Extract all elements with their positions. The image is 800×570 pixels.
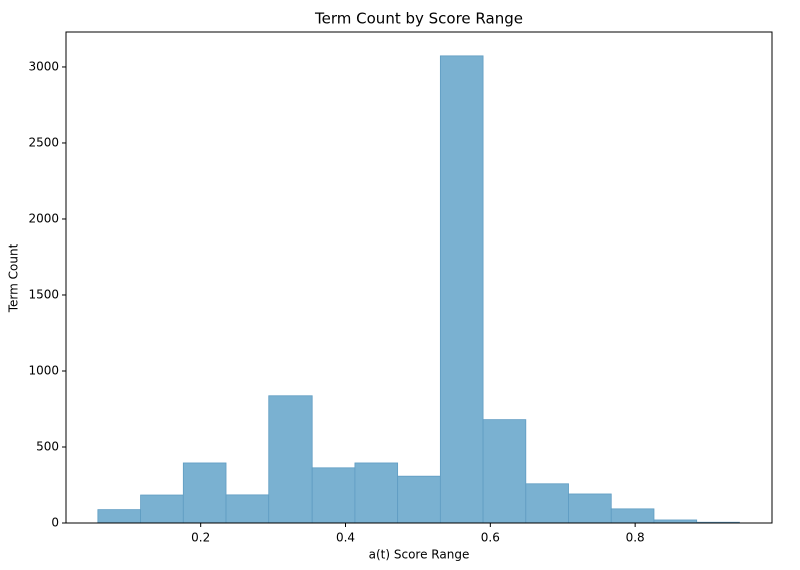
- x-axis-label: a(t) Score Range: [369, 548, 470, 562]
- bar: [610, 508, 655, 524]
- bar: [268, 395, 313, 524]
- bar: [97, 509, 141, 524]
- x-tick-label: 0.4: [336, 531, 355, 545]
- y-tick-label: 2000: [28, 211, 59, 225]
- bar: [182, 462, 227, 524]
- bar: [311, 467, 356, 524]
- x-tick-label: 0.2: [191, 531, 210, 545]
- chart-title: Term Count by Score Range: [314, 10, 523, 28]
- bar: [482, 419, 527, 524]
- plot-frame: [65, 31, 773, 524]
- y-tick-label: 1000: [28, 363, 59, 377]
- y-tick-label: 500: [36, 439, 59, 453]
- bar: [525, 483, 569, 524]
- y-axis-label: Term Count: [7, 243, 21, 313]
- x-tick-label: 0.6: [481, 531, 500, 545]
- y-tick-label: 0: [51, 516, 59, 530]
- y-tick-label: 1500: [28, 287, 59, 301]
- bar: [568, 493, 612, 524]
- bar: [225, 494, 270, 524]
- y-tick-label: 2500: [28, 135, 59, 149]
- bar: [439, 55, 484, 524]
- bar: [397, 475, 441, 524]
- x-tick-label: 0.8: [626, 531, 645, 545]
- bar: [140, 494, 184, 524]
- bar: [354, 462, 399, 524]
- y-tick-label: 3000: [28, 59, 59, 73]
